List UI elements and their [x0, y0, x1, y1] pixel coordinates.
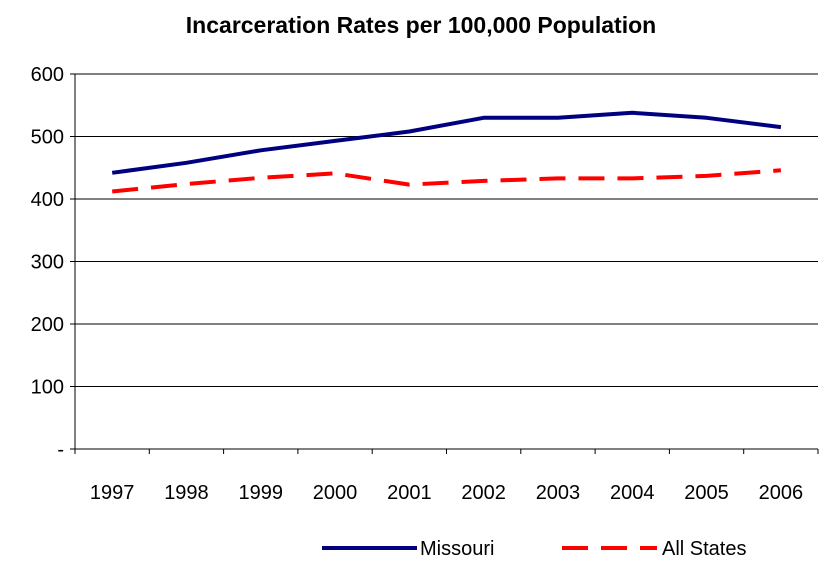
- x-tick-label: 2003: [536, 482, 581, 504]
- x-tick-label: 2000: [313, 482, 358, 504]
- legend: Missouri All States: [322, 538, 746, 560]
- gridlines: [75, 73, 818, 387]
- x-tick-label: 1999: [239, 482, 284, 504]
- series-line-all-states: [111, 168, 782, 194]
- y-tick-label: 300: [31, 252, 64, 274]
- legend-label: All States: [662, 538, 746, 560]
- x-tick-label: 1997: [90, 482, 135, 504]
- legend-label: Missouri: [420, 538, 494, 560]
- x-tick-label: 1998: [164, 482, 209, 504]
- y-tick-label: 400: [31, 189, 64, 211]
- series-line-missouri: [111, 110, 782, 175]
- x-tick-label: 2006: [759, 482, 804, 504]
- x-tick-label: 2004: [610, 482, 655, 504]
- y-tick-label: 200: [31, 314, 64, 336]
- x-tick-label: 2002: [461, 482, 506, 504]
- x-tick-label: 2001: [387, 482, 432, 504]
- y-tick-label: -: [57, 439, 64, 461]
- y-tick-label: 500: [31, 127, 64, 149]
- series-lines: [111, 110, 782, 194]
- x-axis-ticks: 1997 1998 1999 2000 2001 2002 2003 2004 2005 2006: [74, 449, 819, 504]
- y-axis-ticks: - 100 200 300 400 500 600: [31, 64, 75, 461]
- y-tick-label: 100: [31, 377, 64, 399]
- x-tick-label: 2005: [684, 482, 729, 504]
- chart-title: Incarceration Rates per 100,000 Populati…: [186, 12, 656, 38]
- y-tick-label: 600: [31, 64, 64, 86]
